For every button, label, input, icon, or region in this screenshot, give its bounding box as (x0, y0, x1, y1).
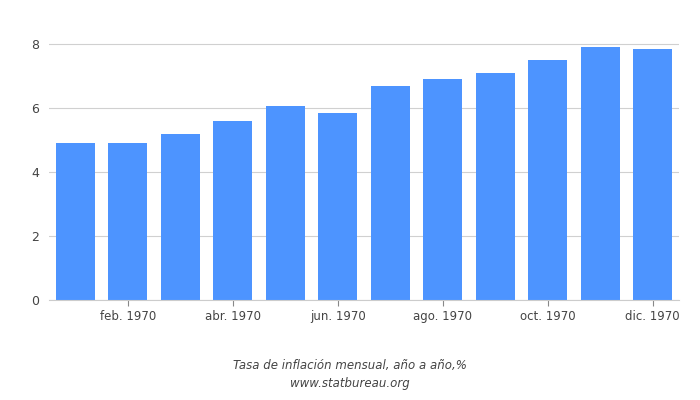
Text: Tasa de inflación mensual, año a año,%: Tasa de inflación mensual, año a año,% (233, 360, 467, 372)
Bar (213, 121, 253, 300)
Bar (55, 143, 95, 300)
Bar (528, 60, 568, 300)
Bar (108, 143, 148, 300)
Text: www.statbureau.org: www.statbureau.org (290, 378, 410, 390)
Bar (633, 49, 673, 300)
Bar (160, 134, 200, 300)
Bar (370, 86, 410, 300)
Bar (423, 79, 463, 300)
Bar (265, 106, 305, 300)
Bar (475, 73, 515, 300)
Bar (318, 113, 358, 300)
Bar (580, 47, 620, 300)
